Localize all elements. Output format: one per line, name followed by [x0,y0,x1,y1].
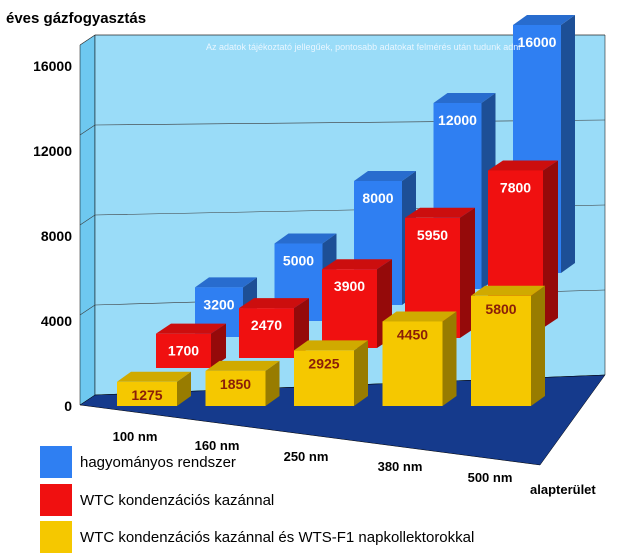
data-label: 5950 [417,227,448,243]
data-label: 2470 [251,317,282,333]
data-label: 2925 [308,355,339,371]
data-label: 5000 [283,253,314,269]
bar-side-face [442,311,457,406]
bar-top-face [354,171,416,181]
bar-side-face [354,340,368,406]
data-label: 3900 [334,278,365,294]
bar-series-2-2: 2470 [239,298,309,358]
bar-top-face [205,360,280,371]
data-label: 1700 [168,343,199,359]
bar-series-2-3: 3900 [322,259,392,348]
data-label: 12000 [438,112,477,128]
bar-top-face [405,207,475,218]
bar-front-face [117,381,177,406]
y-tick-label: 8000 [41,228,72,244]
bar-top-face [239,298,309,309]
legend-item-series-1: hagyományos rendszer [40,446,236,478]
bar-series-3-1: 1275 [117,371,191,406]
bar-front-face [294,350,354,406]
x-tick-label: 380 nm [378,459,423,474]
chart-title: éves gázfogyasztás [6,10,147,27]
bar-top-face [156,323,226,334]
bar-top-face [294,340,368,351]
gridline-side-12000 [79,124,96,136]
legend-swatch-series-2 [40,484,72,516]
bar-top-face [433,93,496,103]
y-tick-label: 16000 [33,58,72,74]
chart-note: Az adatok tájékoztató jellegűek, pontosa… [206,42,521,52]
x-tick-label: 100 nm [113,429,158,444]
data-label: 1275 [131,387,162,403]
legend-label-series-2: WTC kondenzációs kazánnal [80,491,275,509]
bar-series-3-5: 5800 [471,285,545,406]
legend-swatch-series-1 [40,446,72,478]
data-label: 8000 [362,190,393,206]
bar-front-face [382,321,443,406]
bar-series-1-1: 3200 [195,277,257,337]
legend-label-series-1: hagyományos rendszer [80,453,236,471]
bar-top-face [382,311,457,322]
gridline-side-16000 [79,34,96,46]
bar-front-face [322,269,377,348]
bar-front-face [156,333,211,368]
bar-side-face [265,360,280,406]
bar-series-3-3: 2925 [294,340,368,406]
y-tick-label: 4000 [41,313,72,329]
x-tick-label: 160 nm [195,438,240,453]
gridline-side-8000 [79,214,96,226]
bar-side-face [561,15,575,273]
bar-top-face [274,233,337,244]
bar-front-face [471,295,531,406]
bar-series-3-4: 4450 [382,311,457,406]
bar-top-face [488,160,558,171]
legend-item-series-3: WTC kondenzációs kazánnal és WTS-F1 napk… [40,521,474,553]
data-label: 7800 [500,179,531,195]
data-label: 5800 [485,301,516,317]
bar-side-face [531,285,545,406]
legend-swatch-series-3 [40,521,72,553]
bar-top-face [117,371,191,382]
x-axis-label: alapterület [530,482,596,497]
legend-label-series-3: WTC kondenzációs kazánnal és WTS-F1 napk… [80,528,475,546]
bar-series-2-1: 1700 [156,323,226,368]
bar-top-face [513,15,575,25]
x-tick-label: 500 nm [468,470,513,485]
gridline-side-4000 [79,304,96,316]
bar-side-face [543,160,558,328]
bar-side-face [211,323,226,368]
bar-front-face [205,370,266,406]
legend-item-series-2: WTC kondenzációs kazánnal [40,484,274,516]
data-label: 3200 [203,296,234,312]
bar-top-face [195,277,257,288]
bar-series-3-2: 1850 [205,360,280,406]
data-label: 4450 [397,326,428,342]
bar-side-face [177,371,191,406]
data-label: 1850 [220,376,251,392]
bar-top-face [322,259,392,270]
data-label: 16000 [518,34,557,50]
y-tick-label: 0 [64,398,72,414]
y-tick-label: 12000 [33,143,72,159]
x-tick-label: 250 nm [284,449,329,464]
bar-top-face [471,285,545,296]
bar-front-face [239,308,294,358]
